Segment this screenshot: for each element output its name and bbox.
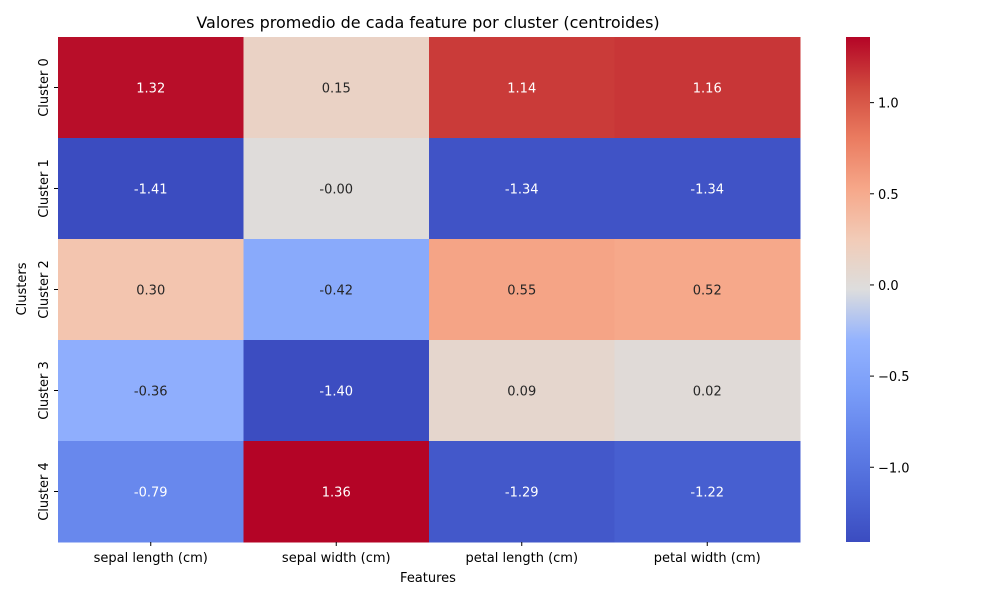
cell-value-label: -0.79 bbox=[134, 486, 168, 501]
cell-value-label: -1.40 bbox=[319, 385, 353, 400]
heatmap-cell bbox=[58, 441, 244, 543]
heatmap-cell bbox=[243, 138, 430, 240]
y-tick-label: Cluster 2 bbox=[37, 260, 52, 319]
heatmap-cell bbox=[58, 138, 244, 240]
heatmap-cell bbox=[243, 340, 430, 442]
heatmap-cell bbox=[614, 37, 801, 139]
cell-value-label: 0.30 bbox=[136, 284, 165, 299]
cell-value-label: -0.36 bbox=[134, 385, 168, 400]
heatmap-cell bbox=[614, 239, 801, 341]
cell-value-label: -1.22 bbox=[690, 486, 724, 501]
cell-value-label: 0.55 bbox=[507, 284, 536, 299]
x-tick-label: sepal length (cm) bbox=[94, 551, 208, 566]
colorbar-tick-label: 0.5 bbox=[878, 188, 899, 203]
y-axis-label: Clusters bbox=[15, 262, 30, 315]
heatmap-cell bbox=[243, 441, 430, 543]
heatmap-cell bbox=[429, 239, 615, 341]
cell-value-label: 0.02 bbox=[693, 385, 722, 400]
heatmap-cell bbox=[614, 441, 801, 543]
cell-value-label: -0.42 bbox=[319, 284, 353, 299]
heatmap-cell bbox=[58, 37, 244, 139]
colorbar-tick-label: −1.0 bbox=[878, 461, 910, 476]
cell-value-label: 0.09 bbox=[507, 385, 536, 400]
y-axis-ticks: Cluster 0 Cluster 1 Cluster 2 Cluster 3 Clus… bbox=[37, 58, 58, 521]
cell-value-label: 1.36 bbox=[322, 486, 351, 501]
heatmap-cell bbox=[243, 239, 430, 341]
x-axis-ticks: sepal length (cm) sepal width (cm) petal l… bbox=[94, 542, 761, 566]
cell-value-label: -1.41 bbox=[134, 183, 168, 198]
colorbar-tick-label: 0.0 bbox=[878, 279, 899, 294]
heatmap-cell bbox=[429, 138, 615, 240]
colorbar-gradient bbox=[846, 37, 870, 542]
colorbar-tick-label: −0.5 bbox=[878, 370, 910, 385]
heatmap-cell bbox=[243, 37, 430, 139]
colorbar: 1.0 0.5 0.0 −0.5 −1.0 bbox=[846, 37, 910, 542]
cell-value-label: 0.15 bbox=[322, 82, 351, 97]
y-tick-label: Cluster 4 bbox=[37, 462, 52, 521]
heatmap-cell bbox=[58, 340, 244, 442]
heatmap-cells: 1.32 0.15 1.14 1.16 -1.41 -0.00 -1.34 -1.34 0.30… bbox=[58, 37, 801, 543]
heatmap-cell bbox=[614, 138, 801, 240]
heatmap-cell bbox=[614, 340, 801, 442]
cell-value-label: -0.00 bbox=[319, 183, 353, 198]
colorbar-tick-label: 1.0 bbox=[878, 97, 899, 112]
cell-value-label: -1.29 bbox=[505, 486, 539, 501]
x-tick-label: petal width (cm) bbox=[654, 551, 761, 566]
heatmap-cell bbox=[58, 239, 244, 341]
heatmap-cell bbox=[429, 340, 615, 442]
cell-value-label: 1.14 bbox=[507, 82, 536, 97]
cell-value-label: -1.34 bbox=[505, 183, 539, 198]
heatmap-cell bbox=[429, 37, 615, 139]
y-tick-label: Cluster 1 bbox=[37, 159, 52, 218]
cell-value-label: -1.34 bbox=[690, 183, 724, 198]
heatmap-cell bbox=[429, 441, 615, 543]
chart-title: Valores promedio de cada feature por clu… bbox=[196, 13, 659, 32]
y-tick-label: Cluster 3 bbox=[37, 361, 52, 420]
x-tick-label: sepal width (cm) bbox=[282, 551, 391, 566]
x-tick-label: petal length (cm) bbox=[465, 551, 578, 566]
cell-value-label: 1.16 bbox=[693, 82, 722, 97]
cell-value-label: 1.32 bbox=[136, 82, 165, 97]
cell-value-label: 0.52 bbox=[693, 284, 722, 299]
y-tick-label: Cluster 0 bbox=[37, 58, 52, 117]
x-axis-label: Features bbox=[400, 571, 456, 586]
